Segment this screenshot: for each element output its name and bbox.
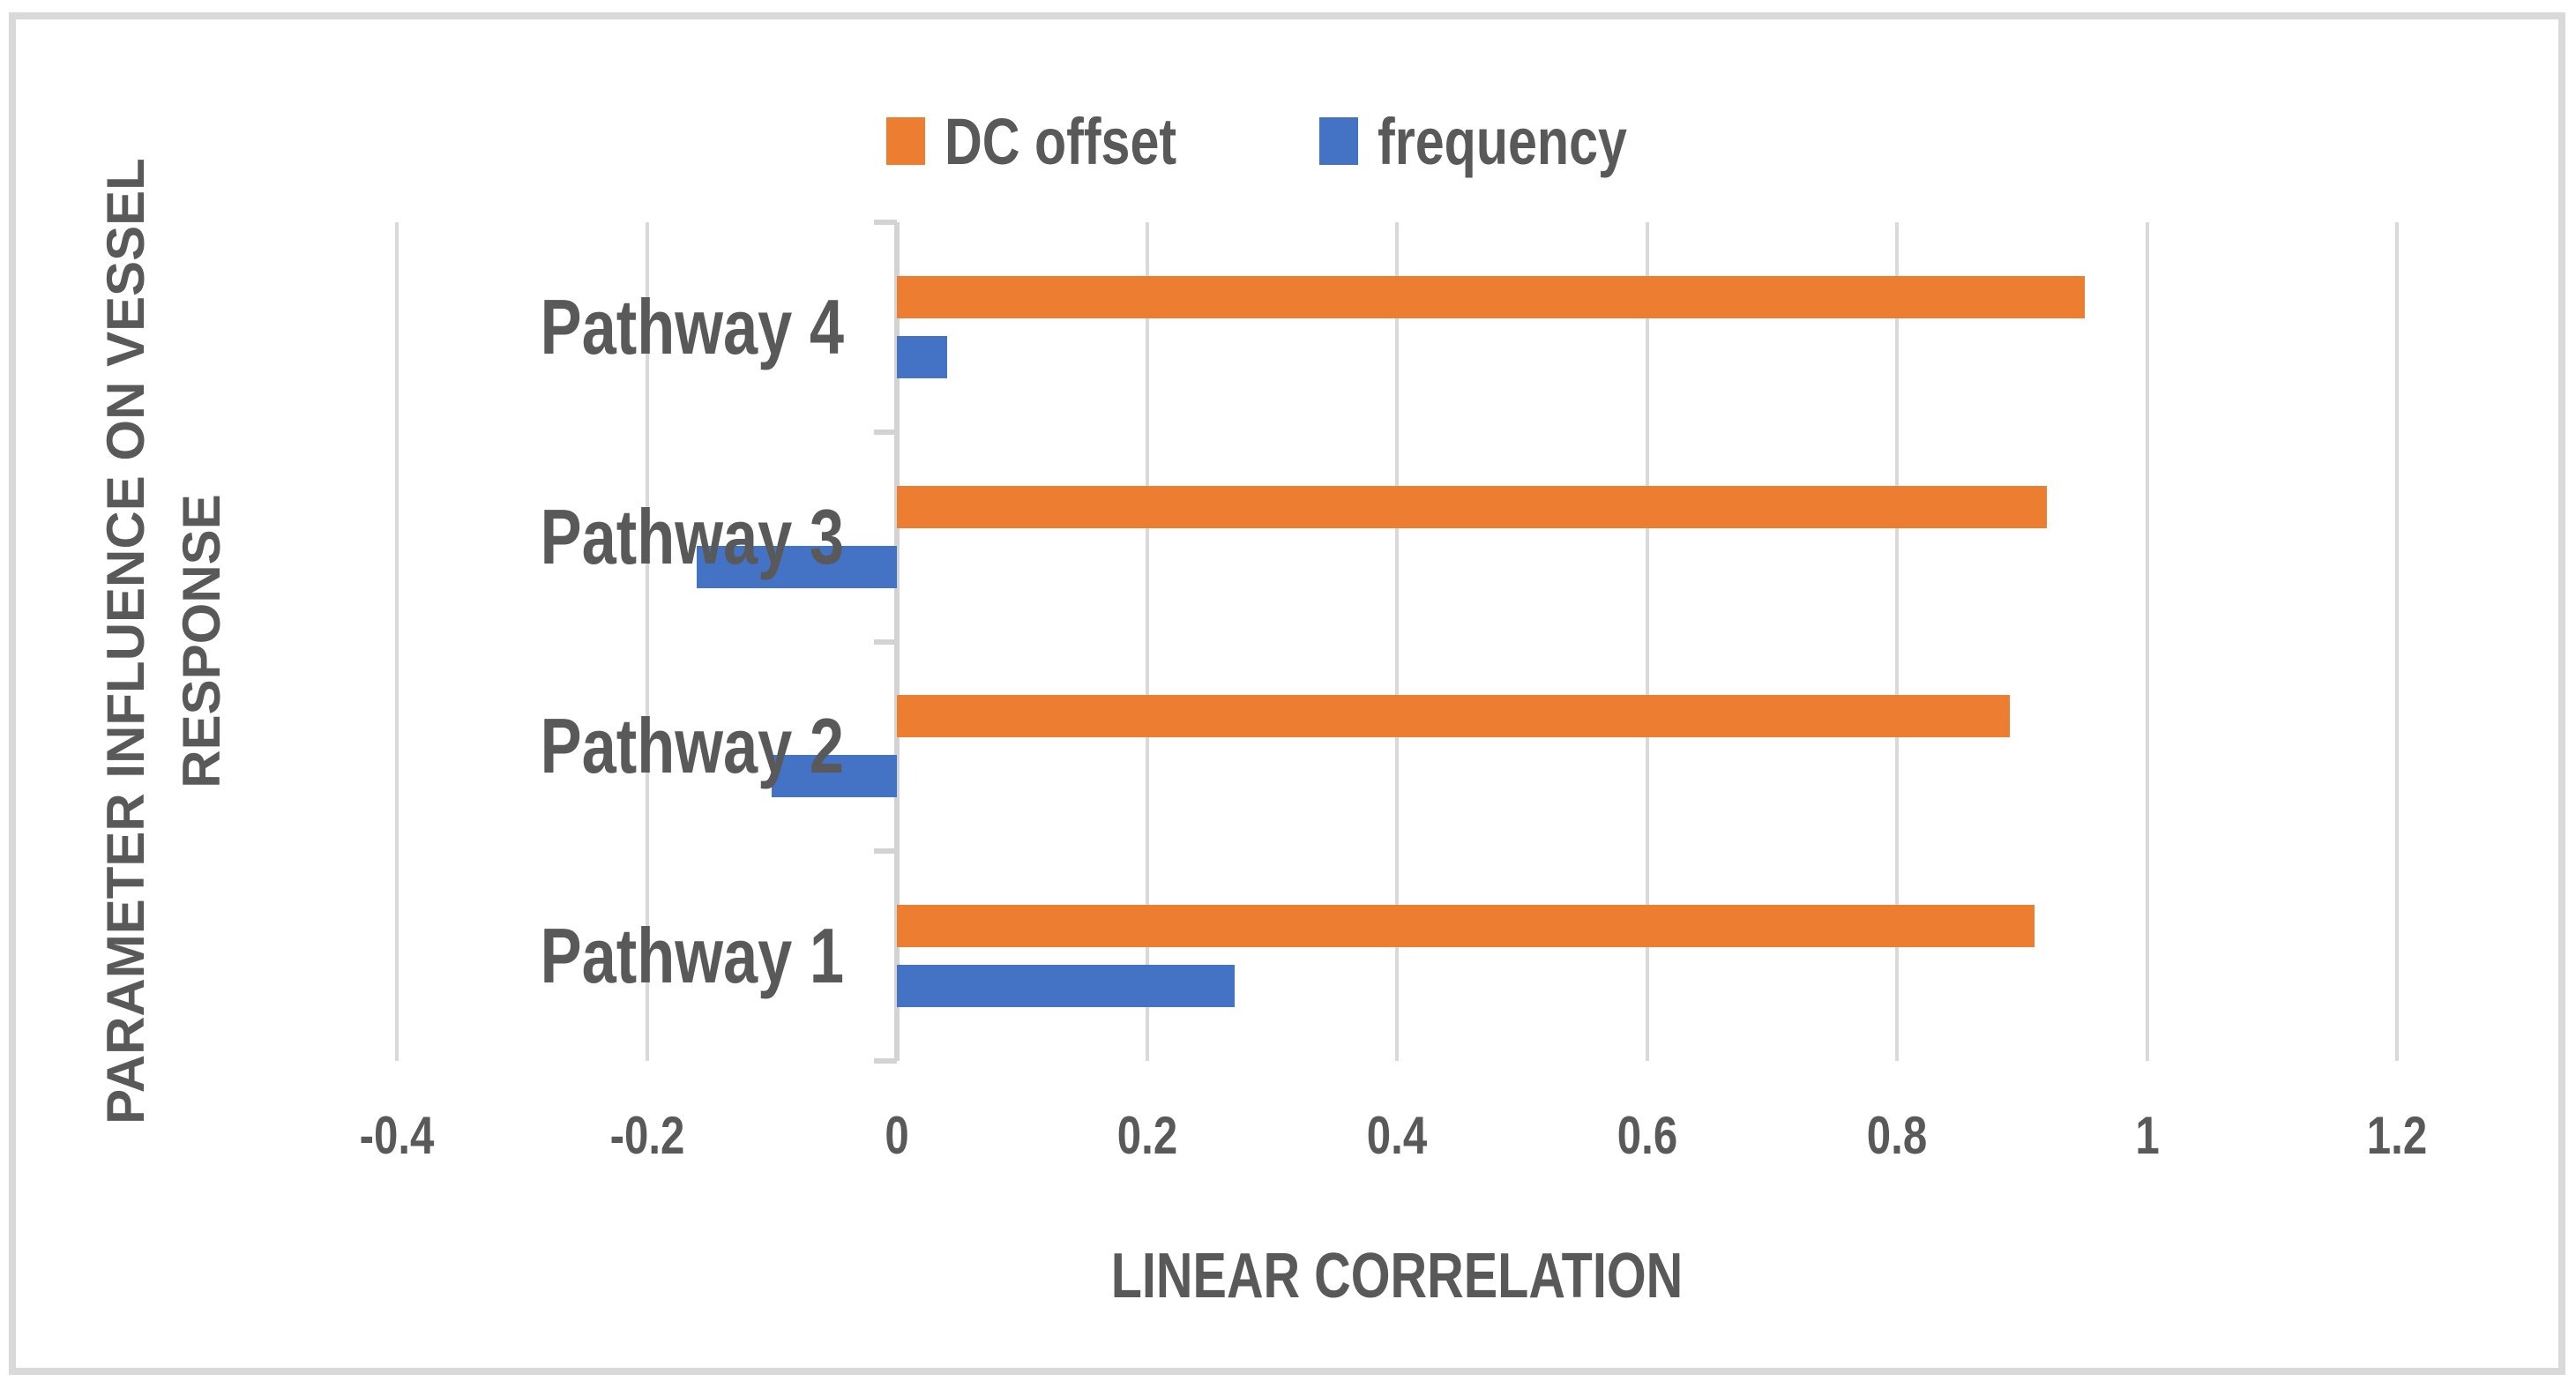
x-tick-label-0.4: 0.4 — [1366, 1106, 1428, 1165]
category-label-pathway-3: Pathway 3 — [540, 492, 844, 580]
bar-frequency-pathway-1 — [897, 965, 1235, 1008]
category-axis-tick-mark — [874, 638, 897, 645]
bar-dc-offset-pathway-2 — [897, 695, 2010, 738]
gridline-0.2 — [1145, 222, 1149, 1061]
x-tick-label-0.6: 0.6 — [1617, 1106, 1677, 1165]
y-axis-title: PARAMETER INFLUENCE ON VESSEL RESPONSE — [88, 68, 240, 1214]
chart-frame-border — [9, 12, 2565, 1375]
legend-label-dc-offset: DC offset — [945, 104, 1177, 178]
x-tick-label-0.2: 0.2 — [1116, 1106, 1177, 1165]
x-tick-label-0: 0 — [885, 1106, 909, 1165]
x-tick-label--0.4: -0.4 — [359, 1106, 435, 1165]
gridline--0.4 — [395, 222, 399, 1061]
x-tick-label-0.8: 0.8 — [1866, 1106, 1928, 1165]
value-axis-line — [894, 222, 900, 1061]
gridline-0.8 — [1895, 222, 1899, 1061]
bar-dc-offset-pathway-4 — [897, 275, 2085, 318]
category-axis-tick-mark — [874, 848, 897, 855]
x-axis-title: LINEAR CORRELATION — [1110, 1241, 1684, 1311]
category-axis-tick-mark — [874, 220, 897, 225]
bar-dc-offset-pathway-1 — [897, 905, 2035, 948]
category-axis-tick-mark — [874, 1058, 897, 1064]
bar-frequency-pathway-3 — [697, 545, 897, 588]
gridline-0.6 — [1645, 222, 1649, 1061]
legend-label-frequency: frequency — [1378, 104, 1628, 178]
bar-frequency-pathway-2 — [772, 755, 897, 798]
gridline-0.4 — [1395, 222, 1399, 1061]
legend-item-dc-offset: DC offset — [886, 104, 1235, 179]
x-tick-label-1.2: 1.2 — [2366, 1106, 2428, 1165]
y-axis-title-line2: RESPONSE — [172, 494, 231, 788]
x-tick-label--0.2: -0.2 — [609, 1106, 684, 1165]
legend-swatch-dc-offset — [886, 117, 926, 165]
legend-swatch-frequency — [1319, 117, 1359, 165]
y-axis-title-line1: PARAMETER INFLUENCE ON VESSEL — [96, 158, 155, 1124]
bar-frequency-pathway-4 — [897, 335, 947, 378]
category-label-pathway-4: Pathway 4 — [540, 282, 844, 370]
category-label-pathway-2: Pathway 2 — [540, 702, 844, 790]
category-label-pathway-1: Pathway 1 — [540, 912, 844, 1000]
gridline-1 — [2145, 222, 2149, 1061]
category-axis-tick-mark — [874, 429, 897, 435]
gridline--0.2 — [645, 222, 649, 1061]
legend: DC offset frequency — [0, 105, 2576, 178]
legend-item-frequency: frequency — [1319, 104, 1690, 179]
x-tick-label-1: 1 — [2134, 1106, 2160, 1165]
bar-dc-offset-pathway-3 — [897, 485, 2048, 528]
gridline-1.2 — [2395, 222, 2399, 1061]
